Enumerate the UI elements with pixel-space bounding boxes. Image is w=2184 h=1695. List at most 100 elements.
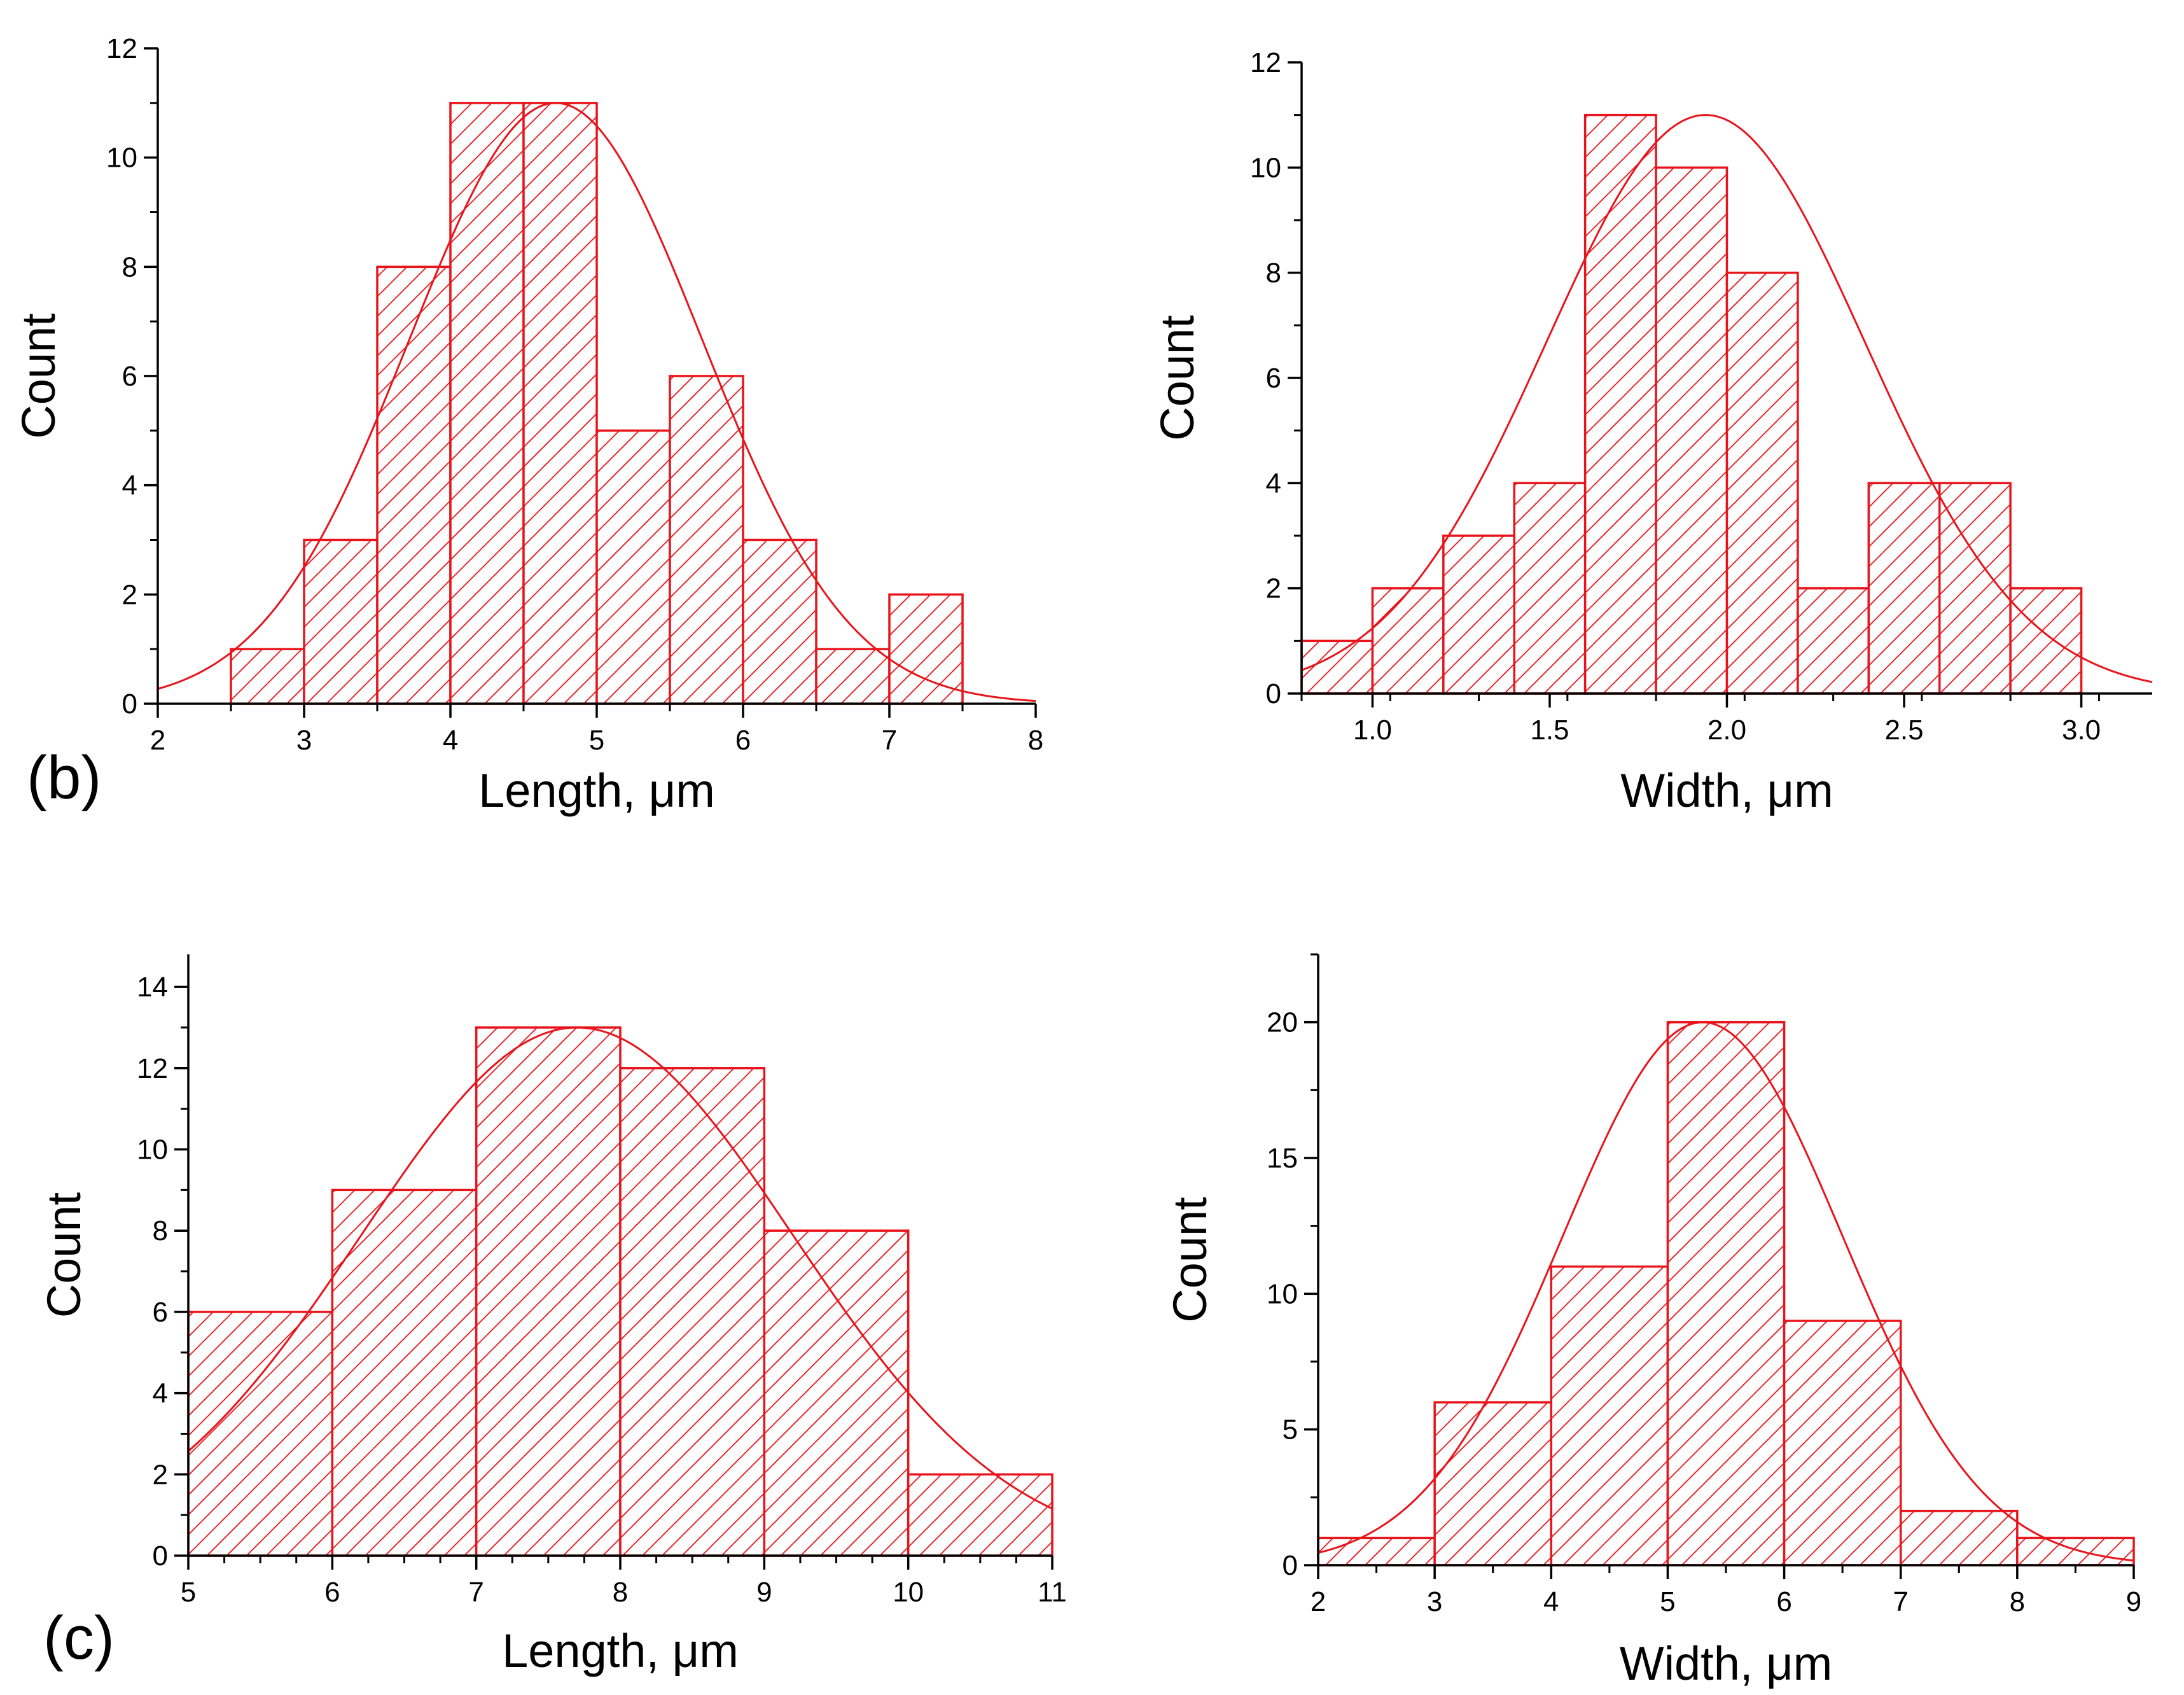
- x-tick-label: 3.0: [2062, 715, 2101, 746]
- y-tick-label: 4: [1266, 468, 1281, 499]
- bar: [187, 1311, 334, 1557]
- x-tick-label: 5: [589, 725, 604, 756]
- bar: [1725, 271, 1799, 695]
- bar: [331, 1189, 478, 1557]
- x-tick-label: 9: [2126, 1586, 2141, 1617]
- x-tick-label: 5: [1660, 1586, 1675, 1617]
- y-tick-label: 0: [153, 1540, 168, 1572]
- gaussian-fit-curve: [1301, 114, 2153, 683]
- bar: [230, 648, 305, 705]
- y-tick-label: 0: [1283, 1550, 1298, 1581]
- bar: [815, 648, 891, 705]
- y-tick-label: 12: [1250, 47, 1281, 78]
- bar: [1899, 1509, 2019, 1566]
- bar: [2009, 587, 2083, 695]
- bar: [376, 265, 452, 705]
- bar: [2016, 1537, 2135, 1566]
- x-tick-label: 4: [1543, 1586, 1559, 1617]
- x-tick-label: 2: [150, 725, 165, 756]
- y-tick-label: 4: [153, 1378, 168, 1409]
- x-tick-label: 8: [2010, 1586, 2025, 1617]
- x-tick-label: 1.5: [1530, 715, 1569, 746]
- gaussian-fit-curve: [188, 1026, 1053, 1510]
- x-tick-label: 11: [1038, 1577, 1067, 1608]
- bar: [1666, 1021, 1786, 1566]
- chart-c-length: 5 6 7 8 9 10 11 0 2 4 6 8 10 12 14 Length, μm Count: [38, 954, 1067, 1677]
- x-tick-label: 6: [1776, 1586, 1791, 1617]
- panel-label-c: (c): [43, 1604, 115, 1672]
- x-tick-label: 1.0: [1353, 715, 1392, 746]
- y-tick-label: 5: [1283, 1414, 1298, 1446]
- x-axis-title: Length, μm: [502, 1624, 739, 1677]
- y-tick-label: 2: [1266, 573, 1281, 604]
- bar: [1783, 1320, 1902, 1566]
- x-tick-label: 2.5: [1884, 715, 1923, 746]
- bar: [522, 102, 598, 705]
- y-tick-label: 2: [122, 579, 137, 610]
- bar: [449, 102, 525, 705]
- bar: [1867, 482, 1941, 695]
- y-tick-label: 2: [153, 1459, 168, 1490]
- y-tick-label: 8: [122, 251, 137, 282]
- bar: [595, 429, 671, 705]
- bar: [1797, 587, 1870, 695]
- bar: [1300, 639, 1374, 695]
- x-tick-label: 10: [893, 1577, 924, 1608]
- bar: [1655, 166, 1728, 695]
- x-tick-label: 5: [181, 1577, 196, 1608]
- x-axis-title: Length, μm: [478, 764, 715, 817]
- bar: [669, 375, 744, 705]
- x-tick-label: 8: [613, 1577, 628, 1608]
- x-tick-label: 7: [468, 1577, 483, 1608]
- x-tick-label: 2.0: [1708, 715, 1746, 746]
- bar: [1317, 1537, 1436, 1566]
- x-axis-title: Width, μm: [1620, 1637, 1833, 1690]
- y-tick-label: 10: [106, 143, 137, 174]
- gaussian-fit-curve: [157, 102, 1036, 702]
- bar: [619, 1067, 766, 1557]
- bar: [763, 1229, 910, 1557]
- bar: [1442, 534, 1515, 695]
- y-tick-label: 10: [1250, 152, 1281, 183]
- x-tick-label: 2: [1311, 1586, 1326, 1617]
- bar: [1371, 587, 1445, 695]
- y-tick-label: 8: [1266, 258, 1281, 289]
- y-axis-title: Count: [38, 1192, 90, 1318]
- y-tick-label: 20: [1267, 1007, 1298, 1038]
- y-tick-label: 6: [153, 1297, 168, 1328]
- bar: [475, 1026, 622, 1557]
- x-tick-label: 6: [735, 725, 751, 756]
- y-axis-title: Count: [1164, 1197, 1216, 1323]
- bar: [742, 538, 817, 705]
- y-tick-label: 10: [1267, 1278, 1298, 1309]
- bar: [303, 538, 379, 705]
- y-axis-title: Count: [1151, 315, 1204, 441]
- y-tick-label: 6: [122, 361, 137, 392]
- gaussian-fit-curve: [1318, 1021, 2134, 1562]
- x-tick-label: 7: [1893, 1586, 1908, 1617]
- panel-label-b: (b): [27, 744, 102, 812]
- bar: [1513, 482, 1587, 695]
- y-tick-label: 8: [153, 1215, 168, 1246]
- y-tick-label: 0: [1266, 678, 1281, 709]
- y-tick-label: 14: [137, 972, 168, 1003]
- y-tick-label: 12: [137, 1053, 168, 1084]
- x-tick-label: 3: [296, 725, 312, 756]
- x-tick-label: 3: [1427, 1586, 1442, 1617]
- y-tick-label: 0: [122, 688, 137, 720]
- y-tick-label: 12: [106, 33, 137, 64]
- y-tick-label: 6: [1266, 363, 1281, 394]
- bar: [907, 1473, 1054, 1557]
- y-tick-label: 10: [137, 1134, 168, 1165]
- x-tick-label: 4: [443, 725, 458, 756]
- y-tick-label: 15: [1267, 1143, 1298, 1174]
- chart-b-width: 1.0 1.5 2.0 2.5 3.0 0 2 4 6 8 10 12 Width, μm Count: [1151, 47, 2153, 817]
- x-tick-label: 8: [1028, 725, 1043, 756]
- x-tick-label: 7: [882, 725, 897, 756]
- x-tick-label: 9: [756, 1577, 772, 1608]
- x-tick-label: 6: [324, 1577, 340, 1608]
- bar: [888, 593, 964, 705]
- y-tick-label: 4: [122, 470, 137, 501]
